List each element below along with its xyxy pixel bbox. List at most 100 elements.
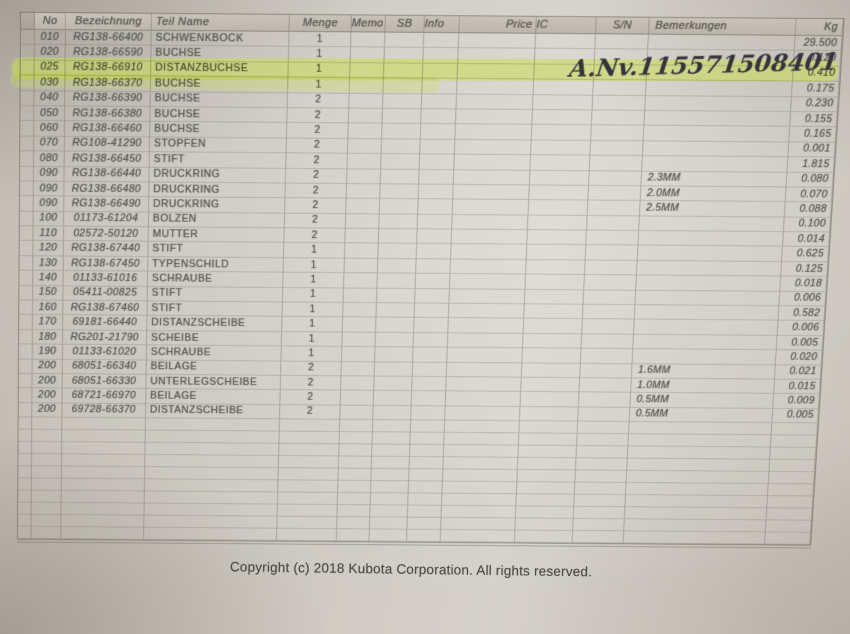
cell-sb <box>382 123 422 140</box>
cell-no: 180 <box>32 329 64 345</box>
cell-bezeichnung: RG138-66450 <box>64 151 150 168</box>
empty-cell <box>279 431 340 445</box>
cell-bezeichnung: RG138-66380 <box>65 106 151 123</box>
cell-memo <box>341 346 376 362</box>
empty-cell <box>18 454 32 467</box>
empty-cell <box>145 455 280 469</box>
cell-teil_name: BUCHSE <box>150 122 288 139</box>
cell-price <box>450 244 528 260</box>
cell-bemerkungen: 1.0MM <box>631 378 775 395</box>
cell-no: 140 <box>33 270 64 286</box>
header-memo: Memo <box>351 15 386 33</box>
cell-bezeichnung: 69728-66370 <box>62 403 147 419</box>
empty-cell <box>31 514 62 528</box>
empty-cell <box>31 490 62 504</box>
cell-bemerkungen: 2.0MM <box>640 186 787 203</box>
cell-menge: 1 <box>283 243 346 259</box>
cell-sn <box>590 140 644 157</box>
cell-kg: 0.001 <box>788 142 836 158</box>
empty-cell <box>369 529 408 542</box>
cell-kg: 0.582 <box>778 306 826 322</box>
cell-teil_name: BEILAGE <box>146 389 281 405</box>
cell-menge: 1 <box>283 272 345 289</box>
cell-bemerkungen <box>633 319 779 336</box>
cell-memo <box>346 198 381 215</box>
cell-teil_name: STOPFEN <box>149 137 287 154</box>
cell-no: 050 <box>34 106 66 122</box>
cell-price <box>448 318 525 334</box>
cell-sn <box>589 170 643 187</box>
cell-sn <box>588 185 642 202</box>
cell-sb <box>375 332 415 348</box>
empty-cell <box>278 468 339 481</box>
empty-cell <box>573 506 626 520</box>
cell-info <box>417 229 453 245</box>
cell-sn <box>578 407 631 423</box>
cell-sn <box>591 110 646 126</box>
empty-cell <box>145 430 280 444</box>
header-info: Info <box>424 15 460 34</box>
cell-bemerkungen <box>636 275 782 292</box>
cell-price <box>445 406 521 422</box>
cell-bezeichnung: RG138-66460 <box>64 121 151 138</box>
cell-info <box>413 332 449 348</box>
cell-sb <box>375 317 415 333</box>
cell-stub <box>18 359 33 374</box>
cell-price <box>450 259 527 275</box>
cell-stub <box>18 388 33 404</box>
cell-sb <box>383 63 424 79</box>
empty-cell <box>766 508 813 521</box>
header-sb: SB <box>385 15 425 33</box>
empty-cell <box>443 445 519 458</box>
cell-bezeichnung: RG138-66480 <box>64 181 150 198</box>
empty-cell <box>409 469 444 482</box>
header-stub <box>20 12 35 30</box>
cell-bezeichnung: 68051-66330 <box>62 374 147 390</box>
cell-stub <box>20 75 35 91</box>
header-no: No <box>34 12 66 31</box>
cell-kg: 0.155 <box>790 111 838 128</box>
cell-teil_name: STIFT <box>147 286 284 303</box>
cell-ic <box>526 259 586 276</box>
parts-table-sheet: No Bezeichnung Teil Name Menge Memo SB Info Pri… <box>9 11 845 546</box>
cell-menge: 1 <box>282 287 345 303</box>
cell-bemerkungen: 2.3MM <box>641 171 788 188</box>
cell-price <box>452 214 529 231</box>
empty-cell <box>62 442 146 456</box>
empty-cell <box>370 481 410 494</box>
empty-cell <box>144 515 278 529</box>
empty-cell <box>276 528 338 542</box>
cell-info <box>413 347 448 363</box>
empty-cell <box>279 443 340 457</box>
cell-kg: 0.070 <box>785 187 833 203</box>
cell-stub <box>20 121 35 137</box>
cell-price <box>448 303 525 320</box>
cell-ic <box>528 200 589 216</box>
empty-cell <box>278 480 339 494</box>
cell-info <box>415 288 450 304</box>
cell-sb <box>378 243 418 260</box>
cell-stub <box>20 29 35 46</box>
cell-teil_name: SCHRAUBE <box>146 345 282 362</box>
empty-cell <box>338 456 373 469</box>
empty-cell <box>145 442 280 457</box>
cell-teil_name: BUCHSE <box>150 76 289 93</box>
empty-cell <box>61 490 145 504</box>
cell-bezeichnung: RG201-21790 <box>63 330 148 346</box>
cell-teil_name: DRUCKRING <box>148 197 286 214</box>
cell-bemerkungen: 1.6MM <box>631 363 776 380</box>
cell-kg: 0.005 <box>776 335 824 351</box>
empty-cell <box>625 495 768 509</box>
empty-cell <box>371 468 410 482</box>
cell-stub <box>20 136 35 152</box>
empty-cell <box>517 470 576 483</box>
header-kg: Kg <box>795 18 844 37</box>
empty-cell <box>624 507 768 521</box>
cell-menge: 1 <box>288 77 351 94</box>
cell-ic <box>525 274 585 290</box>
cell-bezeichnung: RG138-66490 <box>64 196 150 213</box>
empty-cell <box>444 420 520 434</box>
cell-sb <box>377 273 417 289</box>
empty-cell <box>62 430 146 443</box>
empty-cell <box>18 417 33 430</box>
